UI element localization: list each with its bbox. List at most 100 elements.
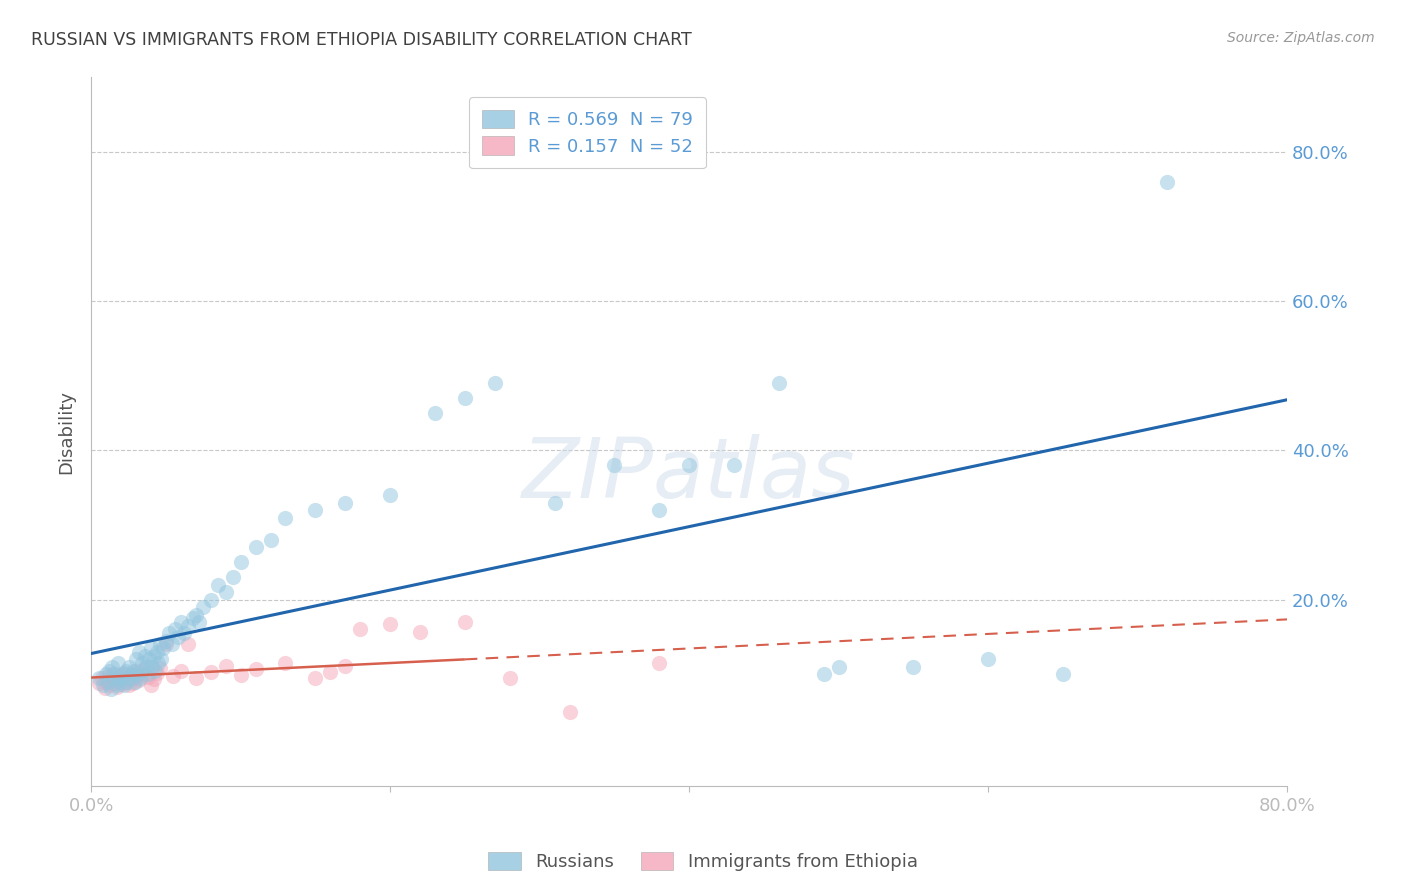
Point	[173, 626, 195, 640]
Point	[274, 656, 297, 670]
Point	[160, 637, 183, 651]
Point	[100, 682, 122, 697]
Point	[603, 458, 626, 473]
Point	[104, 667, 127, 681]
Point	[103, 676, 125, 690]
Point	[484, 376, 506, 391]
Point	[97, 674, 120, 689]
Point	[132, 664, 155, 678]
Point	[101, 667, 124, 681]
Point	[177, 619, 200, 633]
Point	[134, 661, 156, 675]
Legend: Russians, Immigrants from Ethiopia: Russians, Immigrants from Ethiopia	[481, 845, 925, 879]
Point	[128, 673, 150, 688]
Point	[335, 659, 357, 673]
Point	[105, 678, 128, 692]
Point	[193, 600, 215, 615]
Point	[111, 671, 134, 685]
Point	[136, 670, 159, 684]
Point	[93, 681, 115, 695]
Point	[145, 664, 167, 678]
Point	[319, 665, 342, 679]
Point	[121, 667, 143, 681]
Point	[166, 630, 188, 644]
Point	[304, 503, 326, 517]
Point	[118, 672, 141, 686]
Point	[121, 667, 143, 681]
Point	[136, 667, 159, 681]
Point	[117, 660, 139, 674]
Point	[112, 665, 135, 680]
Point	[678, 458, 700, 473]
Point	[142, 648, 165, 663]
Point	[114, 664, 136, 678]
Point	[149, 660, 172, 674]
Point	[110, 677, 132, 691]
Point	[1156, 175, 1178, 189]
Point	[259, 533, 281, 547]
Point	[108, 674, 131, 689]
Point	[103, 671, 125, 685]
Legend: R = 0.569  N = 79, R = 0.157  N = 52: R = 0.569 N = 79, R = 0.157 N = 52	[470, 97, 706, 169]
Point	[139, 678, 162, 692]
Point	[423, 406, 446, 420]
Point	[115, 674, 138, 689]
Point	[304, 671, 326, 685]
Point	[378, 616, 401, 631]
Point	[98, 678, 121, 692]
Point	[170, 615, 193, 629]
Point	[111, 667, 134, 681]
Point	[903, 660, 925, 674]
Point	[149, 637, 172, 651]
Y-axis label: Disability: Disability	[58, 390, 75, 474]
Point	[97, 669, 120, 683]
Point	[146, 645, 169, 659]
Point	[108, 668, 131, 682]
Point	[114, 674, 136, 689]
Point	[141, 660, 163, 674]
Point	[558, 705, 581, 719]
Point	[101, 660, 124, 674]
Point	[409, 625, 432, 640]
Point	[148, 656, 170, 670]
Point	[110, 671, 132, 685]
Point	[499, 671, 522, 685]
Point	[454, 391, 477, 405]
Point	[648, 503, 671, 517]
Point	[274, 510, 297, 524]
Point	[648, 656, 671, 670]
Text: Source: ZipAtlas.com: Source: ZipAtlas.com	[1227, 31, 1375, 45]
Point	[127, 667, 149, 681]
Text: RUSSIAN VS IMMIGRANTS FROM ETHIOPIA DISABILITY CORRELATION CHART: RUSSIAN VS IMMIGRANTS FROM ETHIOPIA DISA…	[31, 31, 692, 49]
Point	[543, 496, 565, 510]
Point	[135, 660, 157, 674]
Point	[146, 666, 169, 681]
Point	[170, 664, 193, 678]
Point	[124, 674, 146, 689]
Point	[107, 673, 129, 688]
Point	[200, 592, 222, 607]
Point	[187, 615, 209, 629]
Point	[162, 669, 184, 683]
Point	[155, 633, 177, 648]
Text: ZIPatlas: ZIPatlas	[522, 434, 856, 515]
Point	[207, 578, 229, 592]
Point	[229, 668, 252, 682]
Point	[157, 626, 180, 640]
Point	[215, 585, 238, 599]
Point	[184, 607, 207, 622]
Point	[163, 623, 186, 637]
Point	[91, 678, 114, 692]
Point	[138, 652, 160, 666]
Point	[128, 645, 150, 659]
Point	[131, 656, 153, 670]
Point	[222, 570, 245, 584]
Point	[349, 623, 371, 637]
Point	[184, 671, 207, 685]
Point	[115, 669, 138, 683]
Point	[245, 662, 267, 676]
Point	[98, 664, 121, 678]
Point	[155, 637, 177, 651]
Point	[139, 641, 162, 656]
Point	[100, 673, 122, 687]
